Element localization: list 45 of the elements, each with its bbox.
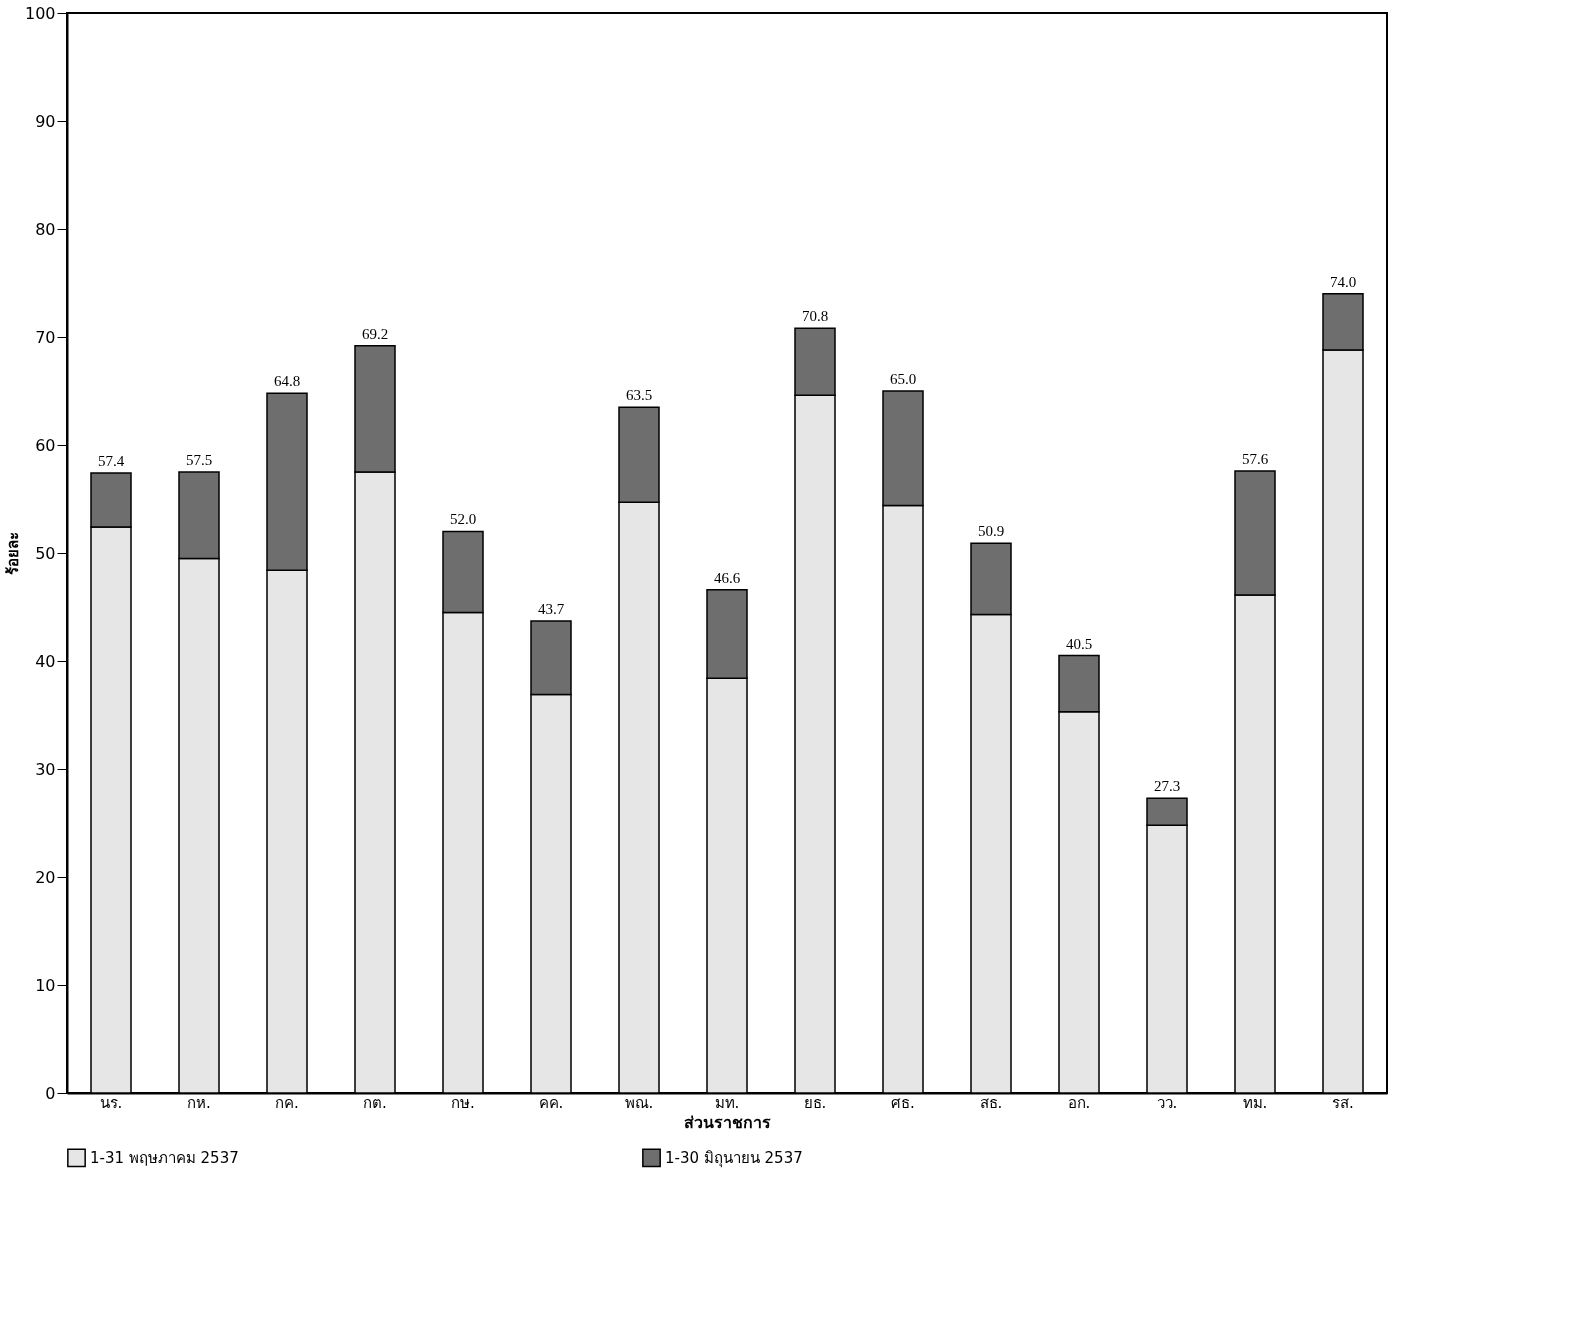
x-tick-label: กค.	[275, 1093, 299, 1112]
x-tick-label: รส.	[1332, 1093, 1354, 1112]
y-tick-label: 20	[35, 867, 56, 887]
y-tick-label: 40	[35, 651, 56, 671]
y-tick-label: 80	[35, 219, 56, 239]
x-tick-label: พณ.	[624, 1093, 654, 1112]
total-label: 52.0	[449, 511, 477, 528]
x-tick-label: กษ.	[451, 1093, 475, 1112]
x-tick-label: กต.	[363, 1093, 387, 1112]
x-tick-label: ยธ.	[803, 1093, 827, 1112]
y-tick-label: 30	[35, 759, 56, 779]
total-label: 63.5	[625, 387, 653, 404]
total-label: 27.3	[1153, 778, 1181, 795]
x-tick-label: คค.	[538, 1093, 564, 1112]
total-label: 57.4	[97, 453, 125, 470]
x-tick-label: กห.	[187, 1093, 211, 1112]
total-label: 43.7	[537, 601, 565, 618]
total-label: 46.6	[713, 569, 741, 586]
total-label: 74.0	[1329, 273, 1357, 290]
x-tick-label: วว.	[1156, 1093, 1178, 1112]
legend-label: 1-30 มิถุนายน 2537	[665, 1148, 803, 1168]
y-tick-label: 70	[35, 327, 56, 347]
total-label: 64.8	[273, 373, 301, 390]
y-tick-label: 90	[35, 111, 56, 131]
x-axis-title: ส่วนราชการ	[684, 1112, 771, 1132]
total-label: 57.6	[1241, 450, 1269, 467]
x-tick-label: ทม.	[1242, 1093, 1268, 1112]
y-tick-label: 0	[45, 1083, 56, 1103]
x-tick-label: มท.	[714, 1093, 740, 1112]
x-tick-label: อก.	[1067, 1093, 1091, 1112]
total-label: 70.8	[801, 308, 829, 325]
x-tick-label: สธ.	[979, 1093, 1003, 1112]
x-tick-label: ศธ.	[891, 1093, 915, 1112]
y-tick-label: 60	[35, 435, 56, 455]
total-label: 65.0	[889, 371, 917, 387]
total-label: 57.5	[185, 452, 213, 468]
total-label: 69.2	[361, 325, 389, 342]
y-tick-label: 10	[35, 975, 56, 995]
y-tick-label: 50	[35, 543, 56, 563]
y-tick-label: 100	[24, 3, 56, 23]
x-tick-label: นร.	[99, 1093, 123, 1112]
total-label: 40.5	[1065, 635, 1093, 652]
y-axis-title: ร้อยละ	[3, 532, 22, 575]
total-label: 50.9	[977, 523, 1005, 540]
legend-label: 1-31 พฤษภาคม 2537	[90, 1148, 239, 1167]
